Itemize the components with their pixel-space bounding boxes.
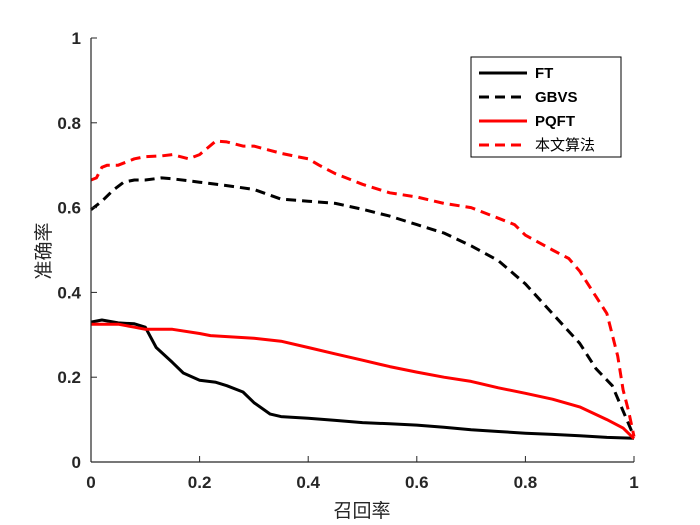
legend-label-gbvs-1: GBVS	[535, 89, 578, 106]
axes	[90, 38, 634, 463]
legend-label-custom-3: 本文算法	[535, 136, 595, 154]
x-tick-label: 0	[86, 473, 95, 492]
legend: FT GBVS PQFT 本文算法	[470, 56, 622, 158]
x-tick-label: 1	[629, 473, 638, 492]
series-line-gbvs-1	[90, 176, 636, 438]
x-tick-label: 0.2	[188, 473, 212, 492]
series-line-ft-0	[90, 318, 635, 440]
ticks: 0 0.2 0.4 0.6 0.8 1 0 0.2 0.4 0.6 0.8 1	[57, 29, 638, 492]
x-tick-label: 0.4	[296, 473, 320, 492]
x-axis-title: 召回率	[333, 500, 390, 522]
legend-label-ft-0: FT	[535, 65, 553, 82]
y-tick-label: 1	[72, 29, 81, 48]
legend-label-pqft-2: PQFT	[535, 113, 575, 130]
series-line-pqft-2	[91, 322, 636, 440]
plot-lines	[90, 139, 636, 440]
y-axis-title: 准确率	[33, 222, 55, 279]
y-tick-label: 0.2	[57, 368, 81, 387]
x-tick-label: 0.8	[514, 473, 538, 492]
series-line-custom-3	[90, 139, 636, 437]
x-tick-label: 0.6	[405, 473, 429, 492]
y-tick-label: 0.4	[57, 283, 81, 302]
y-tick-label: 0.8	[57, 114, 81, 133]
y-tick-label: 0.6	[57, 199, 81, 218]
y-tick-label: 0	[72, 453, 81, 472]
